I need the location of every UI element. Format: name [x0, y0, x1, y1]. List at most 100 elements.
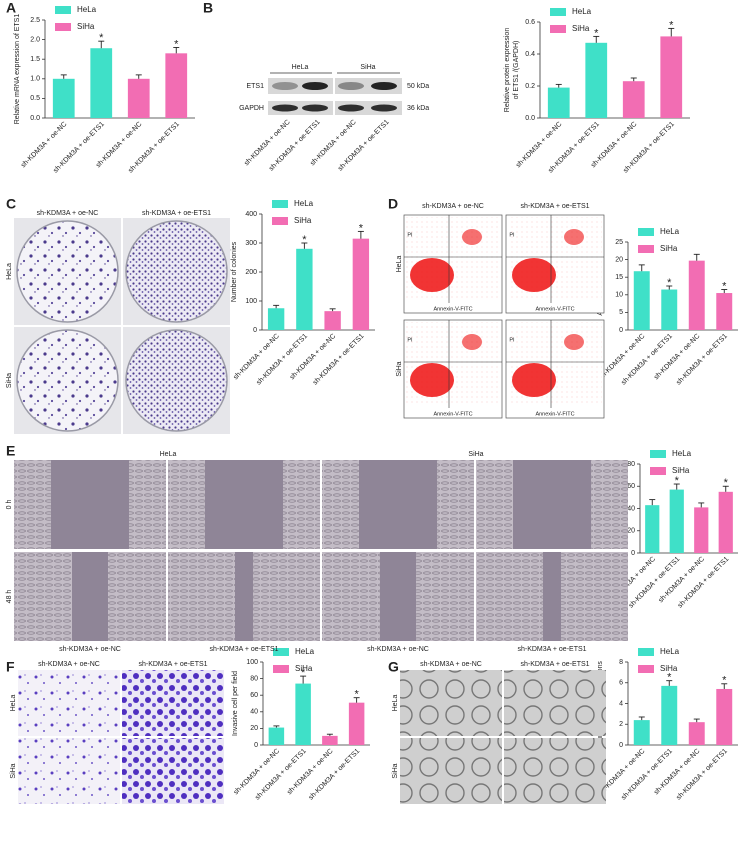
legend-label: SiHa	[660, 664, 678, 673]
bar	[716, 293, 733, 330]
y-tick-label: 8	[619, 659, 623, 666]
column-title: sh-KDM3A + oe-ETS1	[138, 661, 207, 668]
bar	[661, 685, 678, 745]
tube-image	[504, 738, 606, 804]
x-tick-label: sh-KDM3A + oe-ETS1	[677, 556, 731, 610]
panel-label: A	[6, 0, 16, 16]
y-tick-label: 15	[615, 274, 623, 281]
legend-swatch	[272, 200, 288, 208]
bar	[165, 53, 188, 118]
band	[272, 82, 298, 90]
legend-label: HeLa	[672, 449, 692, 458]
wound-gap	[235, 552, 253, 641]
y-tick-label: 40	[250, 709, 258, 716]
column-title: sh-KDM3A + oe-ETS1	[520, 203, 589, 210]
legend-label: SiHa	[572, 24, 590, 33]
legend-label: SiHa	[660, 244, 678, 253]
band	[371, 104, 397, 112]
column-title: sh-KDM3A + oe-NC	[37, 210, 99, 217]
x-tick-label: sh-KDM3A + oe-NC	[286, 748, 335, 797]
bar	[661, 289, 678, 330]
row-label: SiHa	[6, 373, 13, 388]
invasion-image	[18, 670, 120, 736]
bar	[688, 260, 705, 330]
y-axis-label: Invasive cell per field	[232, 671, 239, 736]
column-caption: sh-KDM3A + oe-NC	[59, 646, 121, 653]
axis-label: PI	[407, 337, 413, 343]
row-label: SiHa	[392, 763, 399, 778]
invasion-image	[122, 670, 224, 736]
wound-gap	[380, 552, 416, 641]
bar	[585, 42, 608, 118]
x-tick-label: sh-KDM3A + oe-ETS1	[620, 748, 674, 802]
x-tick-label: sh-KDM3A + oe-ETS1	[254, 748, 308, 802]
y-tick-label: 5	[619, 309, 623, 316]
invasion-image	[18, 738, 120, 804]
band	[272, 104, 298, 112]
column-caption: sh-KDM3A + oe-ETS1	[517, 646, 586, 653]
legend-swatch	[272, 217, 288, 225]
y-axis-label: of ETS1 /(GAPDH)	[513, 41, 520, 100]
row-label: 0 h	[6, 500, 13, 510]
wound-gap	[543, 552, 561, 641]
legend-swatch	[55, 6, 71, 14]
x-tick-label: sh-KDM3A + oe-ETS1	[675, 333, 729, 387]
y-tick-label: 2.0	[30, 36, 40, 43]
bar	[52, 78, 75, 118]
panel-label: G	[388, 659, 399, 675]
row-label: 48 h	[6, 590, 13, 604]
significance: *	[359, 222, 364, 234]
legend-swatch	[638, 648, 654, 656]
legend-label: HeLa	[295, 647, 315, 656]
y-tick-label: 80	[250, 675, 258, 682]
y-tick-label: 100	[246, 659, 258, 666]
y-tick-label: 20	[615, 256, 623, 263]
tube-image	[400, 738, 502, 804]
x-tick-label: sh-KDM3A + oe-NC	[653, 333, 702, 382]
population	[564, 229, 584, 245]
y-tick-label: 0.5	[30, 95, 40, 102]
x-tick-label: sh-KDM3A + oe-NC	[657, 556, 706, 605]
y-tick-label: 25	[615, 239, 623, 246]
band	[302, 104, 328, 112]
tube-image	[400, 670, 502, 736]
panel-label: C	[6, 196, 16, 212]
significance: *	[302, 234, 307, 246]
y-tick-label: 10	[615, 292, 623, 299]
bar	[622, 81, 645, 118]
y-tick-label: 0.0	[30, 115, 40, 122]
panel-label: F	[6, 659, 15, 675]
significance: *	[99, 32, 104, 44]
legend-swatch	[650, 467, 666, 475]
wound-gap	[72, 552, 108, 641]
y-tick-label: 0	[253, 327, 257, 334]
legend-swatch	[550, 25, 566, 33]
y-tick-label: 6	[619, 680, 623, 687]
bar	[688, 722, 705, 745]
bar	[633, 271, 650, 330]
y-tick-label: 0	[254, 742, 258, 749]
significance: *	[675, 475, 680, 487]
bar	[268, 727, 285, 745]
column-title: sh-KDM3A + oe-ETS1	[142, 210, 211, 217]
row-label: HeLa	[396, 256, 403, 273]
column-title: sh-KDM3A + oe-NC	[422, 203, 484, 210]
legend-label: SiHa	[77, 22, 95, 31]
y-tick-label: 2.5	[30, 17, 40, 24]
legend-label: SiHa	[295, 664, 313, 673]
bar	[322, 735, 338, 745]
dish	[125, 329, 228, 432]
bar	[633, 720, 650, 745]
protein: ETS1	[246, 83, 264, 90]
population	[410, 363, 454, 397]
x-tick-label: sh-KDM3A + oe-NC	[598, 333, 647, 382]
population	[462, 229, 482, 245]
panel-label: E	[6, 443, 15, 459]
y-tick-label: 300	[245, 240, 257, 247]
legend-swatch	[638, 245, 654, 253]
band	[338, 104, 364, 112]
bar	[547, 87, 570, 118]
bar	[660, 36, 683, 118]
bar	[645, 505, 660, 553]
population	[410, 258, 454, 292]
